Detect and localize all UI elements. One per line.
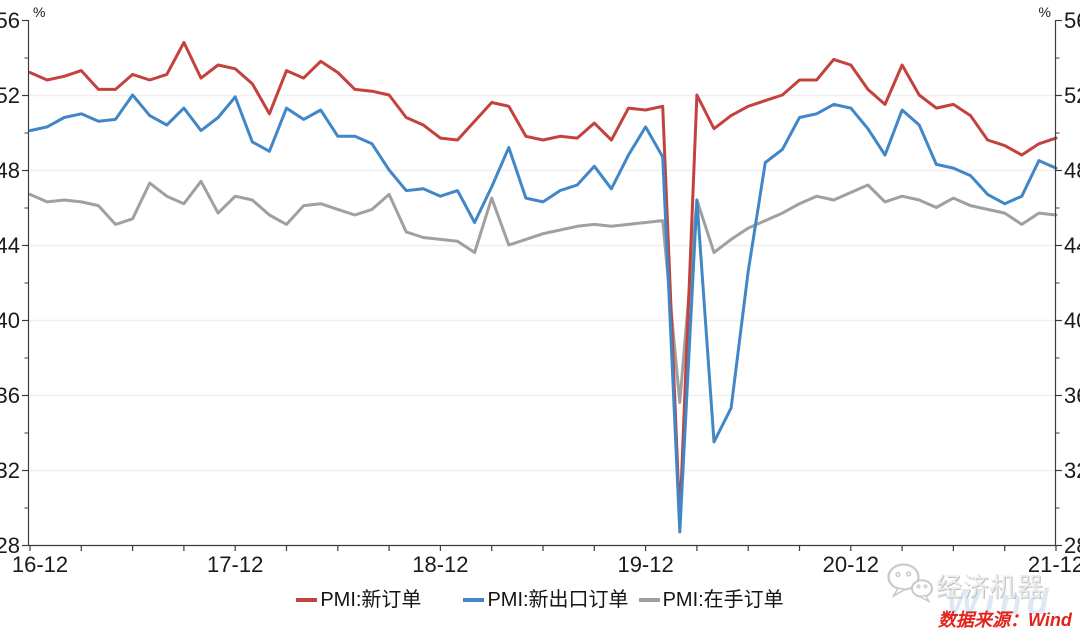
wechat-icon <box>887 563 933 603</box>
axis-tick-label: 20-12 <box>823 552 879 577</box>
axis-tick-label: 40 <box>1064 308 1080 333</box>
axis-tick-label: 52 <box>1064 83 1080 108</box>
axis-tick-label: 36 <box>0 383 20 408</box>
gridlines <box>28 94 1056 472</box>
axis-tick-label: 56 <box>1064 8 1080 33</box>
axis-tick-label: 44 <box>0 233 20 258</box>
pmi-line-chart: 28283232363640404444484852525656%%16-121… <box>0 4 1080 577</box>
wind-watermark: Wind <box>946 581 1054 622</box>
axis-tick-label: 18-12 <box>412 552 468 577</box>
axis-tick-label: 32 <box>1064 458 1080 483</box>
series-line-1 <box>28 93 1058 534</box>
axis-tick-label: 48 <box>0 158 20 183</box>
gray-line-swatch <box>638 598 660 602</box>
axis-tick-label: 21-12 <box>1028 552 1080 577</box>
series-line-2 <box>28 179 1058 404</box>
legend-item-pmi-new-export-orders: PMI:新出口订单 <box>463 588 629 612</box>
data-source-label: 数据来源：Wind <box>938 610 1072 630</box>
red-line-swatch <box>296 598 318 602</box>
legend-label-new-export-orders: PMI:新出口订单 <box>487 589 629 611</box>
axis-tick-label: % <box>33 4 45 20</box>
axis-tick-label: 52 <box>0 83 20 108</box>
axis-tick-label: 28 <box>0 533 20 558</box>
axes <box>27 20 1057 547</box>
series-line-0 <box>28 41 1058 523</box>
axis-tick-label: 56 <box>0 8 20 33</box>
axis-tick-label: 28 <box>1064 533 1080 558</box>
axis-tick-label: 44 <box>1064 233 1080 258</box>
axis-tick-label: 17-12 <box>207 552 263 577</box>
axis-tick-label: 48 <box>1064 158 1080 183</box>
legend-label-new-orders: PMI:新订单 <box>320 589 422 611</box>
legend-item-pmi-backlog-orders: PMI:在手订单 <box>638 588 784 612</box>
axis-tick-label: 40 <box>0 308 20 333</box>
legend-item-pmi-new-orders: PMI:新订单 <box>296 588 421 612</box>
blue-line-swatch <box>463 598 485 602</box>
chart-legend: PMI:新订单 PMI:新出口订单 PMI:在手订单 <box>0 588 1080 612</box>
axis-tick-label: 32 <box>0 458 20 483</box>
axis-tick-label: 36 <box>1064 383 1080 408</box>
axis-tick-label: 16-12 <box>12 552 68 577</box>
axis-tick-label: 19-12 <box>617 552 673 577</box>
axis-tick-label: % <box>1039 4 1051 20</box>
y-axis-labels: 28 28 32 32 36 36 40 40 44 44 48 48 52 52 56 56%% <box>0 4 1080 558</box>
data-series <box>28 41 1058 534</box>
legend-label-backlog-orders: PMI:在手订单 <box>662 589 784 611</box>
brand-watermark: 经济机器 <box>936 572 1045 602</box>
x-axis-labels: 16-12 17-12 18-12 19-12 20-12 21-12 <box>12 546 1080 577</box>
